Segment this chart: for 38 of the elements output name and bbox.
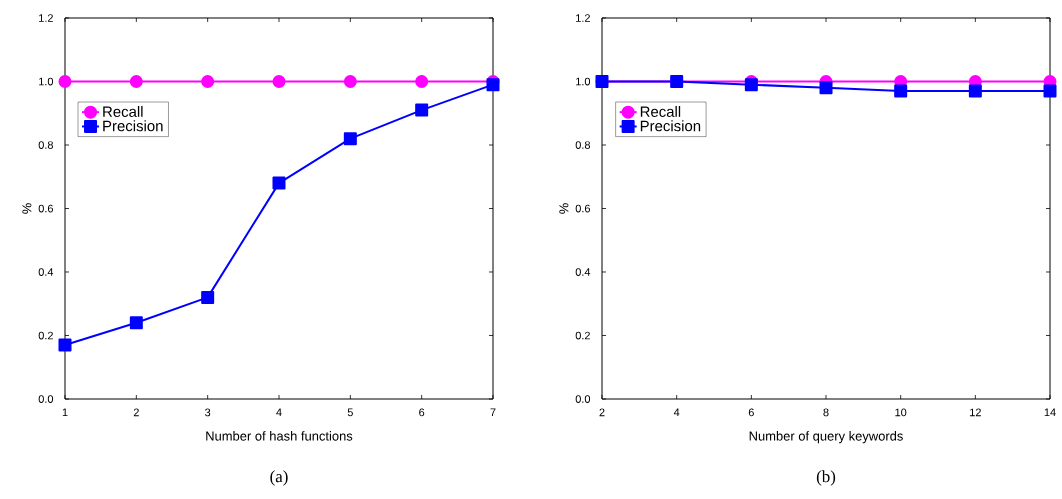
x-tick-label: 2	[133, 408, 139, 417]
x-axis-title: Number of hash functions	[206, 431, 353, 441]
x-tick-label: 6	[419, 408, 425, 417]
text: (a)	[270, 470, 288, 486]
y-tick-label: 0.2	[38, 331, 53, 340]
x-tick-label: 6	[748, 408, 754, 417]
x-tick-label: 1	[62, 408, 68, 417]
x-tick-label: 4	[673, 408, 680, 417]
x-tick-label: 4	[276, 408, 282, 417]
x-tick-label: 7	[490, 408, 496, 417]
x-tick-label: 5	[347, 408, 353, 417]
y-tick-label: 1.2	[576, 14, 590, 22]
x-tick-label: 10	[895, 408, 907, 417]
legend-label: Precision	[640, 120, 701, 132]
text: 0.0	[38, 395, 54, 403]
legend-label: Recall	[640, 106, 681, 117]
y-tick-label: 0.6	[575, 204, 590, 213]
x-tick-label: 2	[599, 408, 605, 417]
legend-label: Recall	[103, 106, 143, 117]
y-axis-title: %	[559, 203, 569, 214]
y-tick-label: 0.4	[38, 268, 54, 276]
legend-label: Precision	[103, 120, 163, 132]
y-axis-title: %	[22, 203, 32, 214]
text: 0.0	[575, 395, 591, 403]
x-axis-title: Number of query keywords	[749, 431, 903, 444]
y-tick-label: 1.2	[39, 14, 53, 22]
x-tick-label: 14	[1044, 408, 1056, 417]
x-tick-label: 12	[970, 408, 981, 417]
text: 1.0	[39, 77, 54, 86]
text: (b)	[816, 470, 836, 486]
y-tick-label: 0.2	[575, 331, 590, 340]
x-tick-label: 8	[823, 408, 829, 417]
y-tick-label: 0.6	[38, 204, 53, 213]
text: 1.0	[576, 77, 591, 86]
y-tick-label: 0.4	[575, 268, 591, 276]
x-tick-label: 3	[205, 408, 211, 417]
y-tick-label: 0.8	[575, 141, 590, 149]
y-tick-label: 0.8	[38, 141, 53, 149]
